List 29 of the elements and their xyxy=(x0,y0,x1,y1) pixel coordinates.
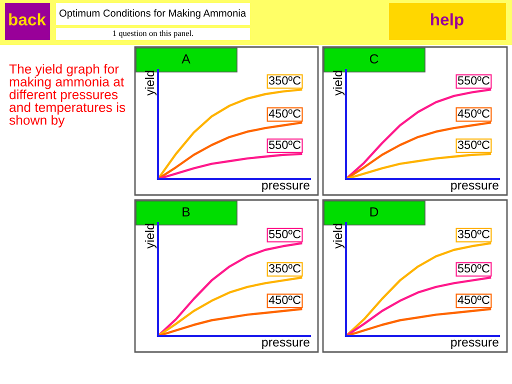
text: back xyxy=(9,13,46,26)
series-label: 550ºC xyxy=(268,230,301,238)
series-label: 550ºC xyxy=(268,140,301,149)
x-axis-title: pressure xyxy=(451,182,498,192)
series-label: 550ºC xyxy=(458,264,490,273)
y-axis-title: yield xyxy=(332,70,345,96)
chart-title: C xyxy=(370,54,378,64)
y-axis-title: yield xyxy=(144,70,157,96)
series-label: 350ºC xyxy=(458,140,490,149)
y-axis-title: yield xyxy=(144,224,157,249)
y-axis-title: yield xyxy=(332,224,345,249)
series-label: 550ºC xyxy=(458,76,490,85)
series-label: 350ºC xyxy=(458,230,490,238)
series-label: 450ºC xyxy=(458,296,490,304)
x-axis-title: pressure xyxy=(262,340,310,350)
text: Optimum Conditions for Making Ammonia xyxy=(59,9,246,19)
series-label: 450ºC xyxy=(458,109,490,118)
text: help xyxy=(431,13,464,29)
series-label: 350ºC xyxy=(268,76,301,85)
text: 1 question on this panel. xyxy=(113,30,194,38)
chart-title: D xyxy=(370,207,378,216)
x-axis-title: pressure xyxy=(451,340,498,350)
chart-title: B xyxy=(182,207,190,216)
x-axis-title: pressure xyxy=(262,182,310,192)
chart-title: A xyxy=(182,54,190,64)
series-label: 450ºC xyxy=(268,296,301,304)
text: The yield graph for making ammonia at different pressures and temperatures is shown by xyxy=(9,64,126,128)
series-label: 450ºC xyxy=(268,109,301,118)
series-label: 350ºC xyxy=(268,264,301,273)
